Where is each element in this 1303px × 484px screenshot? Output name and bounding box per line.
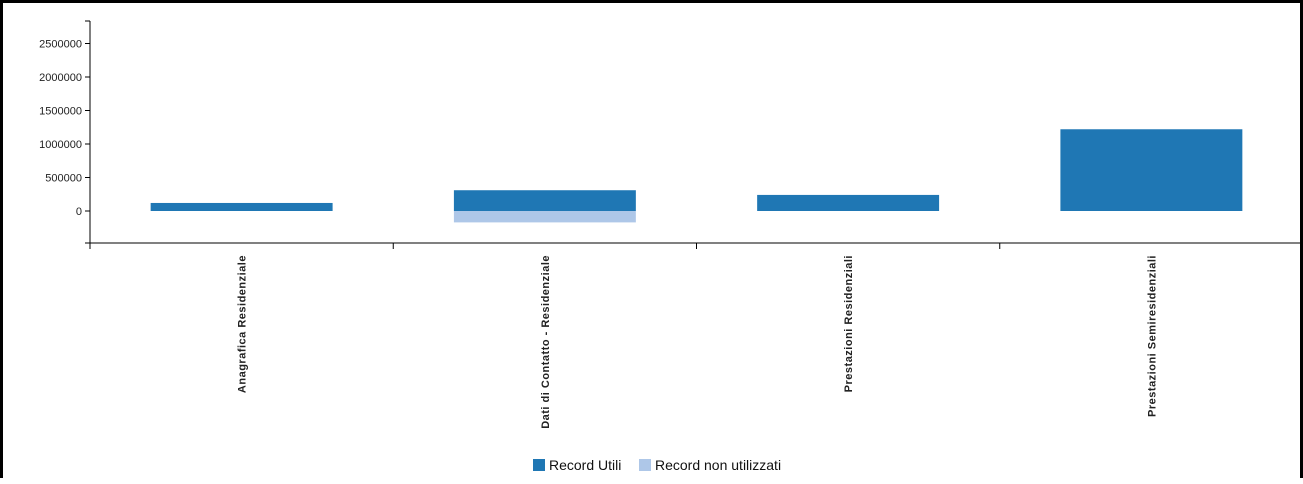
y-tick-label: 0 bbox=[76, 206, 82, 218]
x-category-label: Prestazioni Semiresidenziali bbox=[1146, 255, 1158, 417]
y-axis: 0 500000 1000000 1500000 2000000 2500000 bbox=[39, 20, 91, 244]
x-axis: Anagrafica Residenziale Dati di Contatto … bbox=[89, 242, 1303, 429]
y-tick-label: 1500000 bbox=[39, 106, 82, 118]
bars bbox=[150, 129, 1243, 223]
x-category-label: Anagrafica Residenziale bbox=[237, 255, 249, 393]
bar-record-utili bbox=[453, 190, 636, 211]
legend-label: Record Utili bbox=[549, 457, 621, 473]
legend-label: Record non utilizzati bbox=[655, 457, 781, 473]
bar-record-utili bbox=[150, 202, 333, 211]
bar-record-utili bbox=[1060, 129, 1243, 211]
x-category-label: Dati di Contatto - Residenziale bbox=[540, 255, 552, 429]
bar-record-non-utilizzati bbox=[453, 211, 636, 223]
y-tick-label: 500000 bbox=[45, 173, 82, 185]
stacked-bar-chart: 0 500000 1000000 1500000 2000000 2500000 Anag… bbox=[39, 20, 1303, 473]
legend-swatch bbox=[533, 459, 545, 471]
bar-record-utili bbox=[757, 194, 940, 211]
x-category-label: Prestazioni Residenziali bbox=[843, 255, 855, 392]
legend: Record Utili Record non utilizzati bbox=[533, 457, 781, 473]
y-tick-label: 1000000 bbox=[39, 139, 82, 151]
y-tick-label: 2000000 bbox=[39, 72, 82, 84]
y-tick-label: 2500000 bbox=[39, 39, 82, 51]
legend-swatch bbox=[639, 459, 651, 471]
